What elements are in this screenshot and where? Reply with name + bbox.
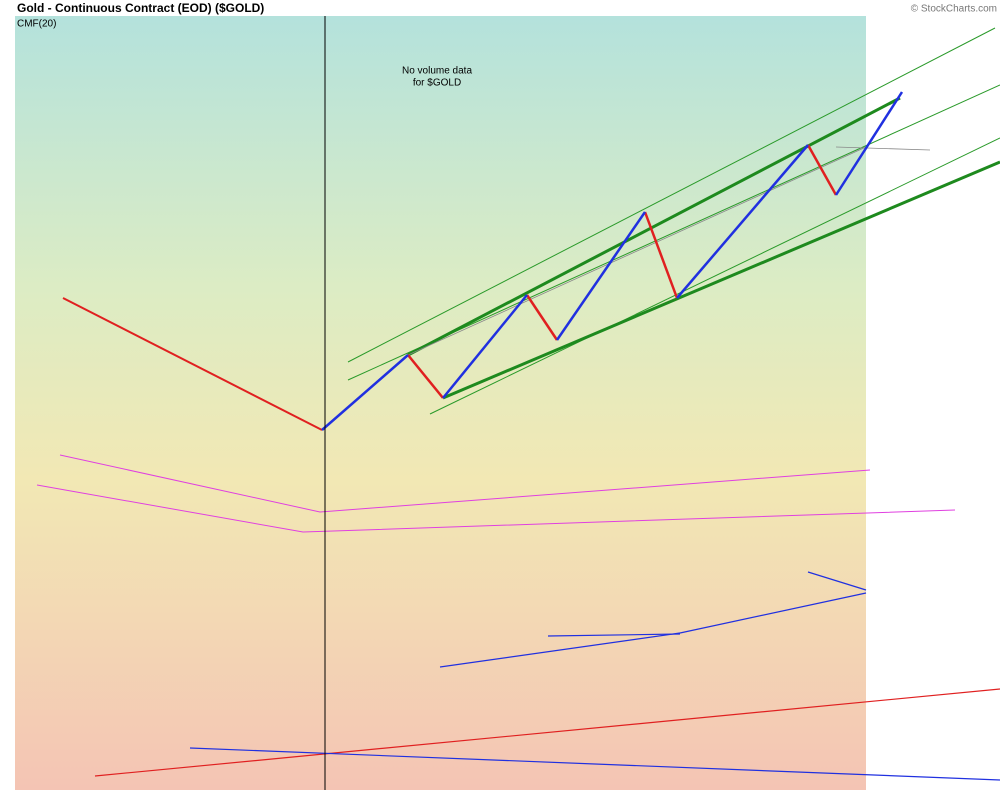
cmf-title: CMF(20) [17, 19, 56, 30]
cmf-note: No volume data [402, 66, 472, 77]
cmf-note: for $GOLD [413, 78, 461, 89]
plot-background [15, 16, 866, 790]
credit: © StockCharts.com [911, 4, 997, 15]
trendlines [36, 27, 1000, 781]
page-title: Gold - Continuous Contract (EOD) ($GOLD) [17, 1, 264, 15]
